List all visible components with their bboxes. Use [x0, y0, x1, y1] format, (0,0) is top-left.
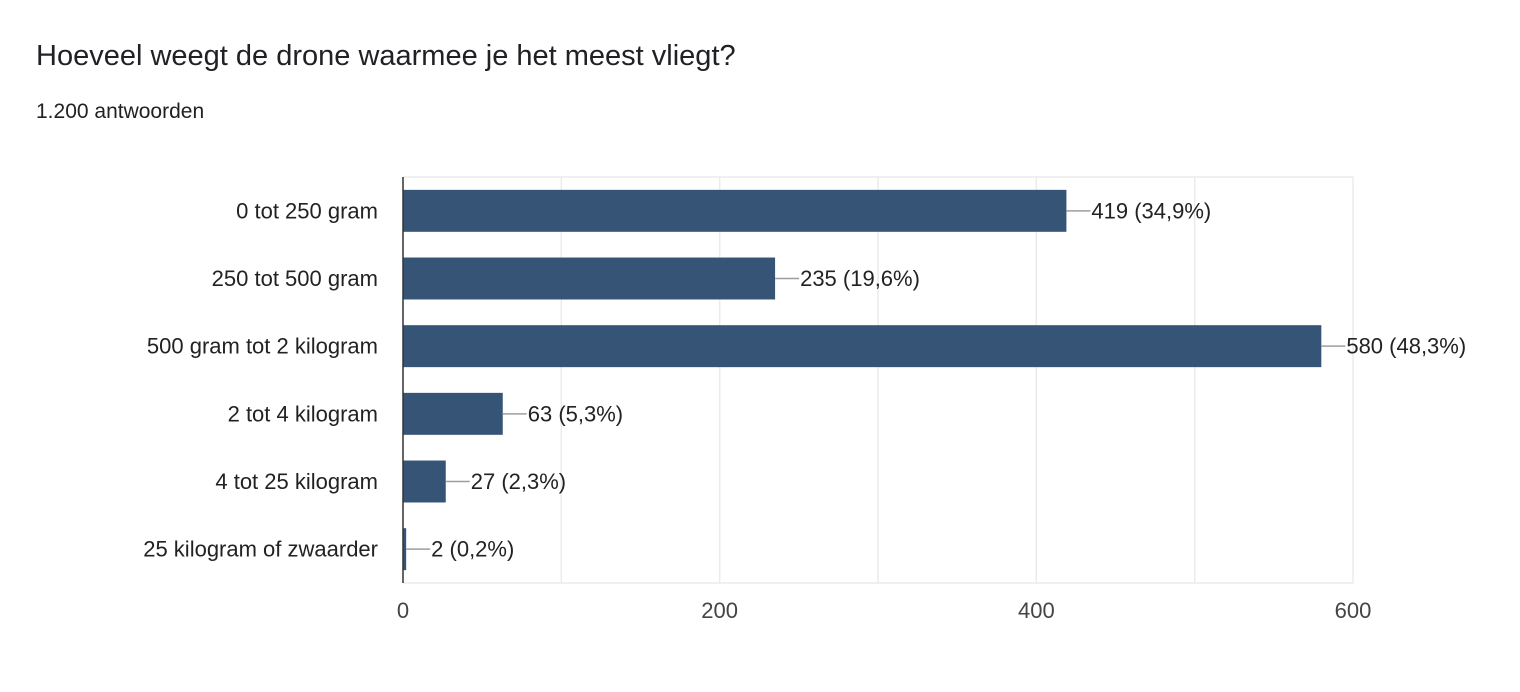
data-label: 580 (48,3%)	[1346, 334, 1466, 359]
response-count: 1.200 antwoorden	[36, 100, 205, 123]
x-tick-label: 600	[1335, 598, 1372, 623]
category-label: 0 tot 250 gram	[236, 198, 378, 223]
data-label: 27 (2,3%)	[471, 469, 566, 494]
x-tick-label: 400	[1018, 598, 1055, 623]
category-label: 2 tot 4 kilogram	[228, 401, 378, 426]
grid-lines	[403, 176, 1354, 584]
bar	[403, 189, 1067, 232]
bar	[403, 460, 446, 503]
question-title: Hoeveel weegt de drone waarmee je het me…	[36, 40, 736, 72]
x-tick-label: 200	[701, 598, 738, 623]
data-label: 2 (0,2%)	[431, 537, 514, 562]
category-label: 4 tot 25 kilogram	[215, 469, 378, 494]
bars	[403, 189, 1322, 571]
bar	[403, 325, 1322, 368]
data-label: 63 (5,3%)	[528, 401, 623, 426]
data-label: 419 (34,9%)	[1091, 198, 1211, 223]
labels: 419 (34,9%) 0 tot 250 gram 235 (19,6%) 250 …	[143, 198, 1466, 561]
category-label: 25 kilogram of zwaarder	[143, 537, 378, 562]
axes: 0 200 400 600	[397, 177, 1371, 623]
bar	[403, 392, 503, 435]
data-label: 235 (19,6%)	[800, 266, 920, 291]
bar	[403, 528, 407, 571]
x-tick-label: 0	[397, 598, 409, 623]
category-label: 250 tot 500 gram	[212, 266, 378, 291]
bar	[403, 257, 776, 300]
category-label: 500 gram tot 2 kilogram	[147, 334, 378, 359]
